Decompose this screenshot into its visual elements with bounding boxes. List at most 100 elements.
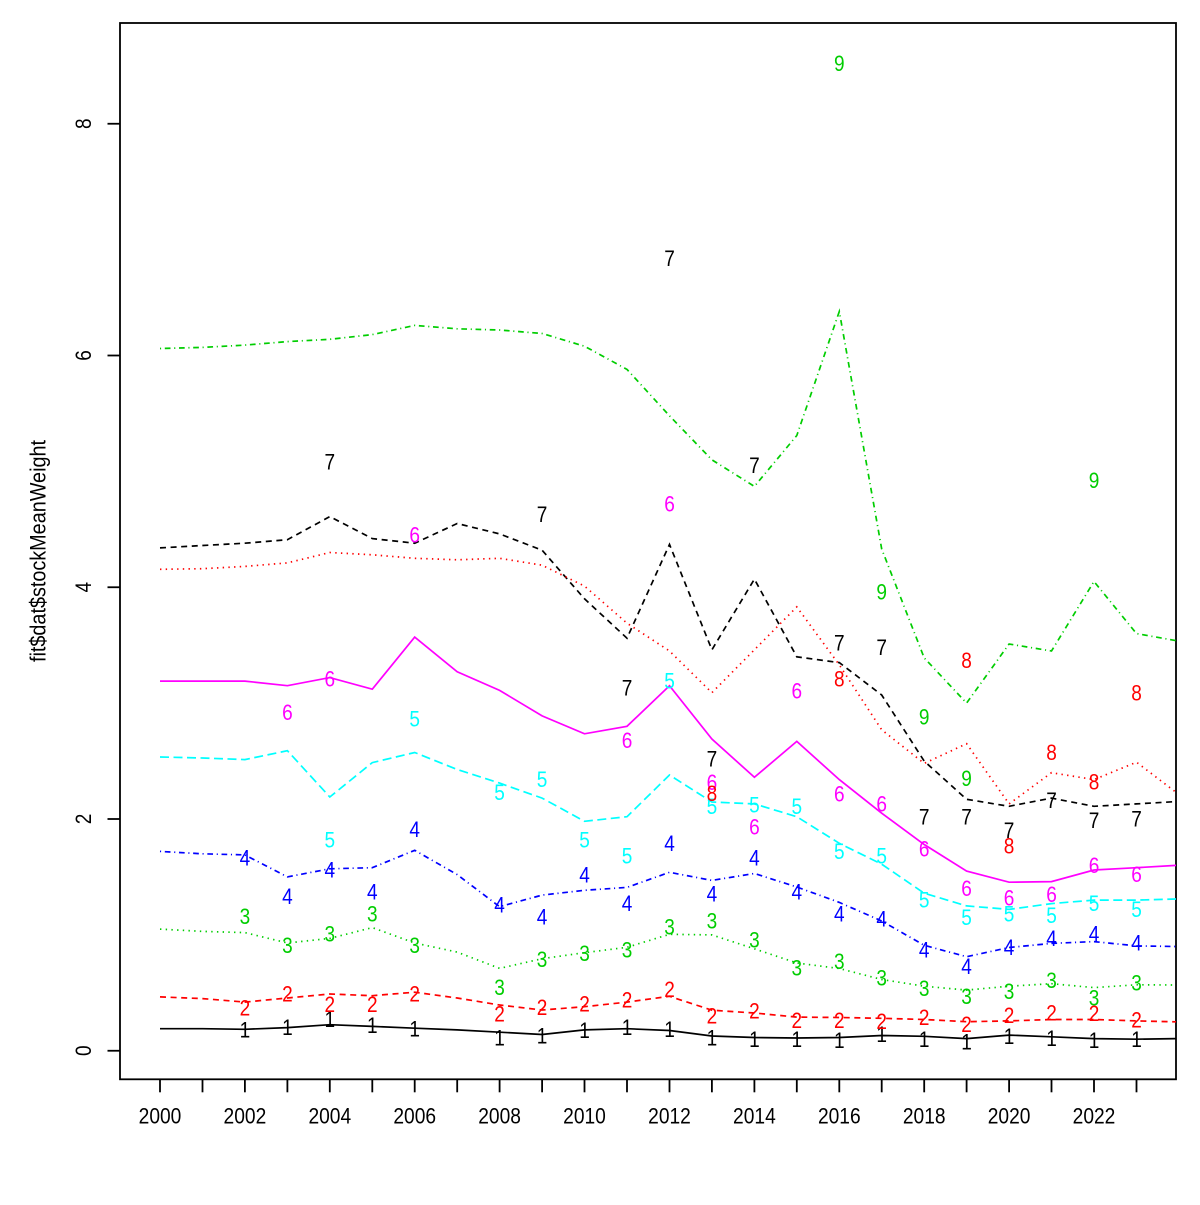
svg-text:3: 3 (792, 956, 803, 981)
svg-text:2018: 2018 (903, 1103, 946, 1128)
svg-text:7: 7 (1046, 788, 1057, 813)
svg-text:7: 7 (664, 246, 675, 271)
svg-text:6: 6 (749, 815, 760, 840)
svg-text:7: 7 (622, 676, 633, 701)
svg-text:1: 1 (409, 1016, 420, 1041)
svg-text:3: 3 (494, 975, 505, 1000)
svg-text:7: 7 (537, 502, 548, 527)
svg-text:8: 8 (1131, 680, 1142, 705)
svg-text:1: 1 (1089, 1028, 1100, 1053)
svg-text:6: 6 (1089, 853, 1100, 878)
svg-text:2000: 2000 (139, 1103, 182, 1128)
svg-text:1: 1 (1131, 1027, 1142, 1052)
svg-text:4: 4 (1131, 931, 1142, 956)
svg-text:7: 7 (325, 450, 336, 475)
svg-text:4: 4 (367, 880, 378, 905)
svg-text:6: 6 (919, 837, 930, 862)
svg-text:2: 2 (749, 998, 760, 1023)
svg-text:2020: 2020 (988, 1103, 1031, 1128)
svg-text:1: 1 (919, 1027, 930, 1052)
svg-text:1: 1 (1046, 1026, 1057, 1051)
svg-text:3: 3 (579, 941, 590, 966)
svg-text:2: 2 (325, 992, 336, 1017)
svg-text:5: 5 (961, 905, 972, 930)
svg-text:4: 4 (71, 582, 96, 593)
svg-text:1: 1 (749, 1027, 760, 1052)
svg-text:5: 5 (579, 828, 590, 853)
svg-text:2: 2 (240, 996, 251, 1021)
svg-text:5: 5 (622, 844, 633, 869)
svg-text:1: 1 (325, 1007, 336, 1032)
svg-text:4: 4 (409, 817, 420, 842)
svg-text:2: 2 (367, 992, 378, 1017)
svg-text:8: 8 (834, 666, 845, 691)
svg-text:2: 2 (1131, 1008, 1142, 1033)
svg-text:4: 4 (1004, 935, 1015, 960)
svg-text:8: 8 (961, 648, 972, 673)
svg-text:7: 7 (876, 635, 887, 660)
svg-text:3: 3 (240, 904, 251, 929)
svg-text:3: 3 (876, 965, 887, 990)
svg-text:5: 5 (494, 780, 505, 805)
svg-text:2: 2 (409, 982, 420, 1007)
svg-text:2012: 2012 (648, 1103, 691, 1128)
svg-text:4: 4 (919, 938, 930, 963)
svg-text:9: 9 (919, 705, 930, 730)
svg-text:5: 5 (409, 706, 420, 731)
svg-text:1: 1 (282, 1015, 293, 1040)
svg-text:5: 5 (537, 767, 548, 792)
svg-text:6: 6 (961, 876, 972, 901)
svg-text:2: 2 (1004, 1003, 1015, 1028)
svg-text:6: 6 (71, 350, 96, 361)
svg-text:2016: 2016 (818, 1103, 861, 1128)
svg-text:3: 3 (1046, 968, 1057, 993)
svg-text:5: 5 (707, 794, 718, 819)
svg-text:1: 1 (792, 1027, 803, 1052)
svg-text:2004: 2004 (308, 1103, 351, 1128)
svg-text:2: 2 (1089, 1001, 1100, 1026)
svg-text:6: 6 (1046, 882, 1057, 907)
svg-text:4: 4 (749, 846, 760, 871)
svg-text:5: 5 (919, 888, 930, 913)
svg-text:7: 7 (919, 804, 930, 829)
svg-text:1: 1 (707, 1026, 718, 1051)
svg-text:7: 7 (1089, 808, 1100, 833)
svg-text:5: 5 (1089, 891, 1100, 916)
svg-text:2014: 2014 (733, 1103, 776, 1128)
svg-text:4: 4 (325, 858, 336, 883)
svg-text:3: 3 (537, 947, 548, 972)
svg-text:6: 6 (792, 679, 803, 704)
svg-text:1: 1 (494, 1026, 505, 1051)
svg-text:7: 7 (1131, 807, 1142, 832)
svg-text:2: 2 (664, 977, 675, 1002)
svg-text:3: 3 (367, 902, 378, 927)
svg-text:3: 3 (1089, 986, 1100, 1011)
svg-text:5: 5 (792, 794, 803, 819)
svg-text:4: 4 (537, 905, 548, 930)
svg-text:9: 9 (1089, 468, 1100, 493)
svg-text:8: 8 (1046, 740, 1057, 765)
svg-text:4: 4 (622, 891, 633, 916)
svg-text:5: 5 (1046, 903, 1057, 928)
svg-text:3: 3 (834, 949, 845, 974)
svg-text:4: 4 (792, 880, 803, 905)
svg-text:3: 3 (664, 914, 675, 939)
svg-text:2: 2 (282, 982, 293, 1007)
svg-text:3: 3 (409, 933, 420, 958)
svg-text:0: 0 (71, 1045, 96, 1056)
svg-text:7: 7 (749, 453, 760, 478)
svg-text:1: 1 (579, 1018, 590, 1043)
svg-text:8: 8 (1004, 833, 1015, 858)
svg-text:3: 3 (961, 984, 972, 1009)
svg-text:1: 1 (961, 1030, 972, 1055)
svg-text:7: 7 (961, 804, 972, 829)
svg-text:3: 3 (919, 976, 930, 1001)
svg-text:3: 3 (622, 938, 633, 963)
svg-text:4: 4 (664, 831, 675, 856)
svg-text:1: 1 (622, 1015, 633, 1040)
svg-text:7: 7 (1004, 818, 1015, 843)
svg-text:6: 6 (282, 700, 293, 725)
svg-text:9: 9 (876, 580, 887, 605)
svg-text:5: 5 (1004, 902, 1015, 927)
svg-text:1: 1 (240, 1018, 251, 1043)
